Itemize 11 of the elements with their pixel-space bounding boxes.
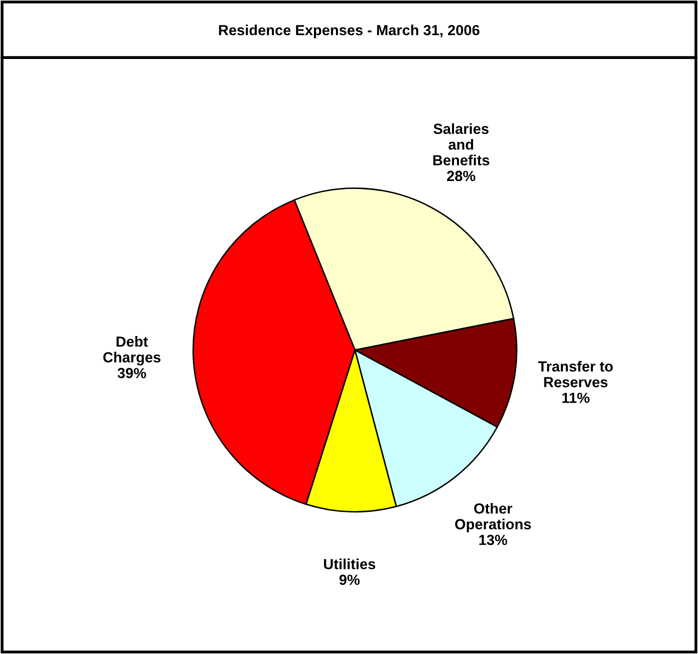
slice-label: Other Operations	[455, 502, 531, 532]
slice-label: Salaries and Benefits	[433, 123, 490, 166]
chart-title: Residence Expenses - March 31, 2006	[219, 24, 480, 38]
data-label: 28%	[447, 170, 476, 182]
data-label: 39%	[118, 368, 146, 378]
data-label: 9%	[339, 574, 360, 585]
slice-label: Utilities	[324, 558, 376, 570]
slice-label: Transfer to Reserves	[538, 360, 613, 388]
data-label: 13%	[479, 534, 508, 546]
slice-label: Debt Charges	[103, 336, 160, 366]
data-label: 11%	[562, 392, 590, 403]
